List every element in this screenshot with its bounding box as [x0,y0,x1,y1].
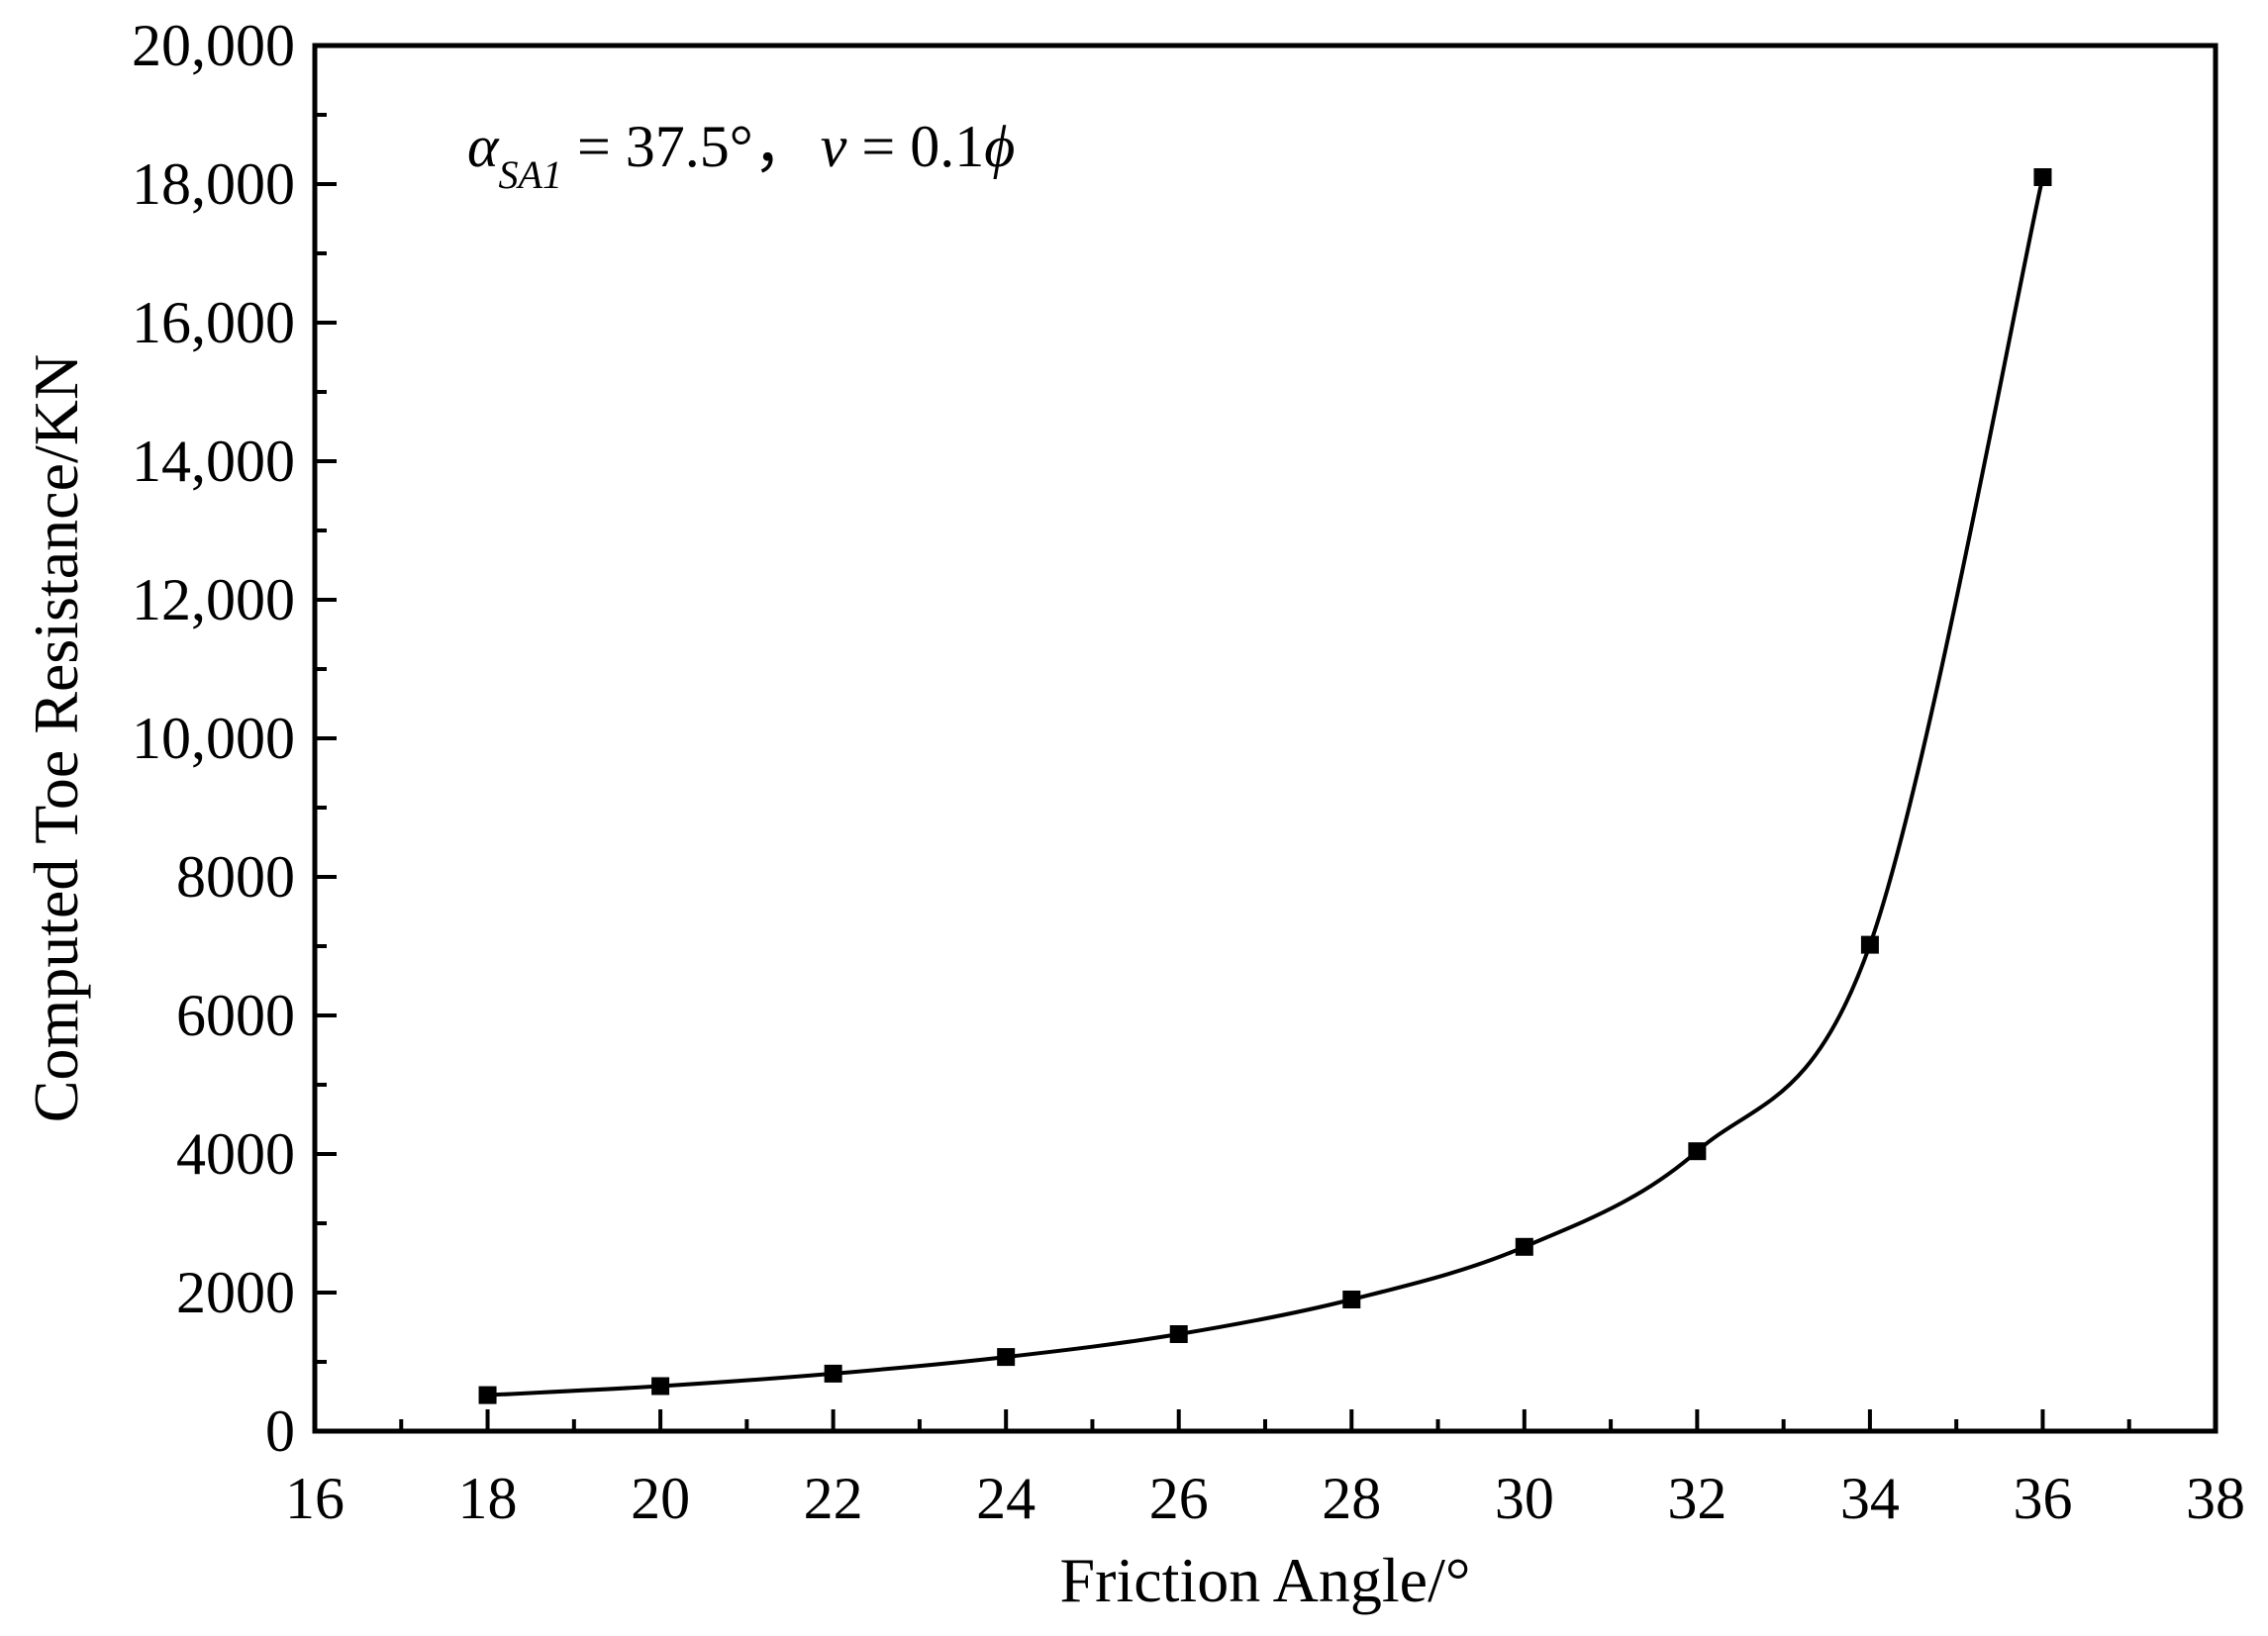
y-tick-label: 0 [265,1398,295,1464]
x-tick-label: 32 [1667,1466,1726,1531]
annotation-alpha-subscript: SA1 [499,152,562,197]
x-axis-ticks [313,1409,2218,1431]
x-tick-label: 22 [804,1466,863,1531]
y-tick-label: 8000 [176,844,295,910]
series-markers [478,168,2052,1404]
data-point-marker [2033,168,2052,186]
y-tick-label: 18,000 [132,151,295,217]
data-point-marker [997,1348,1016,1367]
y-tick-label: 2000 [176,1260,295,1325]
y-axis-tick-labels: 0 2000 4000 6000 8000 10,000 12,000 14,000 16,00… [132,13,295,1464]
y-axis-ticks [315,44,337,1433]
y-tick-label: 4000 [176,1121,295,1187]
x-tick-label: 36 [2013,1466,2072,1531]
y-tick-label: 6000 [176,983,295,1048]
data-point-marker [1342,1291,1361,1308]
x-tick-label: 34 [1840,1466,1900,1531]
x-axis-title: Friction Angle/° [1060,1545,1471,1615]
y-tick-label: 20,000 [132,13,295,78]
x-tick-label: 20 [631,1466,690,1531]
x-tick-label: 30 [1495,1466,1554,1531]
data-point-marker [824,1364,842,1383]
annotation: αSA1 = 37.5°， v = 0.1ϕ [467,114,1015,197]
plot-frame [312,43,2219,1434]
annotation-v-value: = 0.1 [846,114,984,179]
y-tick-label: 12,000 [132,567,295,632]
data-point-marker [1515,1237,1533,1256]
x-axis-tick-labels: 16 18 20 22 24 26 28 30 32 34 36 38 [285,1466,2245,1531]
data-point-marker [1860,935,1879,954]
series-line [487,176,2045,1397]
annotation-alpha: α [467,114,500,179]
data-point-marker [1169,1325,1188,1343]
annotation-alpha-value: = 37.5°， [562,114,813,179]
y-tick-label: 16,000 [132,290,295,355]
y-axis-title: Computed Toe Resistance/KN [21,354,91,1122]
x-tick-label: 26 [1149,1466,1209,1531]
data-point-marker [1688,1142,1707,1161]
y-tick-label: 10,000 [132,706,295,771]
y-tick-label: 14,000 [132,429,295,494]
data-point-marker [478,1386,497,1404]
data-point-marker [651,1377,670,1395]
x-tick-label: 38 [2186,1466,2245,1531]
x-tick-label: 24 [976,1466,1035,1531]
annotation-phi: ϕ [984,114,1015,179]
x-tick-label: 16 [285,1466,345,1531]
x-tick-label: 28 [1322,1466,1381,1531]
annotation-v: v [821,114,847,179]
x-tick-label: 18 [458,1466,518,1531]
